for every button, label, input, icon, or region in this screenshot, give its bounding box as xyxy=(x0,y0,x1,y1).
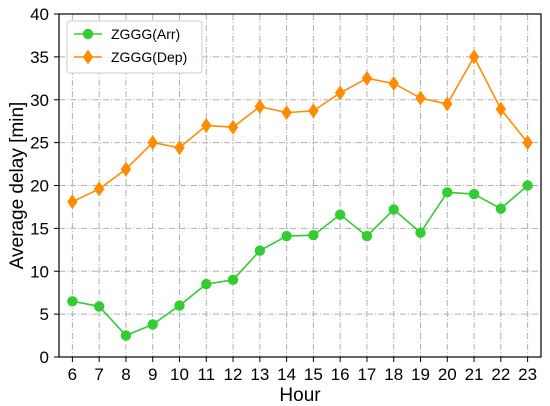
data-point xyxy=(93,301,105,312)
data-point xyxy=(67,296,78,307)
data-point xyxy=(361,230,373,242)
y-tick-label: 30 xyxy=(30,91,49,110)
x-tick-label: 11 xyxy=(197,365,215,384)
data-point xyxy=(120,161,132,177)
data-point xyxy=(415,227,426,238)
y-tick-label: 15 xyxy=(30,219,49,238)
y-tick-label: 10 xyxy=(30,262,49,281)
data-point xyxy=(308,230,319,241)
data-point xyxy=(174,300,185,311)
x-tick-label: 7 xyxy=(94,365,103,384)
x-tick-label: 21 xyxy=(465,365,484,384)
x-tick-label: 19 xyxy=(411,365,430,384)
legend-item: ZGGG(Arr) xyxy=(74,26,180,42)
data-point xyxy=(281,230,292,242)
x-tick-label: 12 xyxy=(224,365,243,384)
legend-label: ZGGG(Dep) xyxy=(111,49,187,65)
x-tick-label: 14 xyxy=(277,365,296,384)
data-point xyxy=(522,135,533,151)
data-point xyxy=(254,99,266,115)
x-tick-label: 9 xyxy=(148,365,157,384)
y-axis-label: Average delay [min] xyxy=(7,102,28,270)
data-point xyxy=(174,140,185,156)
x-tick-label: 8 xyxy=(121,365,130,384)
legend-item: ZGGG(Dep) xyxy=(74,49,187,65)
data-point xyxy=(281,105,292,121)
legend: ZGGG(Arr) ZGGG(Dep) xyxy=(66,20,203,74)
data-point xyxy=(442,187,453,198)
x-tick-label: 18 xyxy=(384,365,403,384)
data-point xyxy=(308,103,319,119)
data-point xyxy=(120,330,132,341)
x-tick-label: 16 xyxy=(331,365,350,384)
series-arr xyxy=(67,180,533,341)
data-point xyxy=(147,135,158,151)
ticks: 6 7 8 9 10 11 12 13 14 15 16 17 18 19 20 21 22 23 0 5 10 15 20… xyxy=(30,5,537,384)
data-point xyxy=(522,180,533,191)
data-point xyxy=(334,209,346,220)
data-point xyxy=(227,119,239,135)
x-axis-label: Hour xyxy=(279,385,321,406)
circle-marker-icon xyxy=(82,28,94,40)
data-point xyxy=(334,85,346,101)
data-point xyxy=(147,319,158,330)
data-point xyxy=(495,101,507,117)
x-tick-label: 15 xyxy=(304,365,323,384)
x-tick-label: 6 xyxy=(68,365,77,384)
data-point xyxy=(388,75,399,91)
data-point xyxy=(495,203,507,214)
series-line xyxy=(72,184,529,337)
data-point xyxy=(388,204,399,215)
data-point xyxy=(93,181,105,197)
data-point xyxy=(227,274,239,286)
x-tick-label: 10 xyxy=(170,365,189,384)
x-tick-label: 13 xyxy=(250,365,269,384)
legend-label: ZGGG(Arr) xyxy=(111,26,180,42)
x-tick-label: 20 xyxy=(438,365,457,384)
y-tick-label: 5 xyxy=(40,305,49,324)
y-tick-label: 0 xyxy=(40,348,49,367)
x-tick-label: 23 xyxy=(518,365,537,384)
data-point xyxy=(468,49,480,65)
x-tick-label: 22 xyxy=(491,365,510,384)
diamond-marker-icon xyxy=(82,49,94,65)
series-layer xyxy=(67,49,533,341)
data-point xyxy=(254,245,266,256)
y-tick-label: 40 xyxy=(30,5,49,24)
data-point xyxy=(442,96,453,112)
series-line xyxy=(72,55,529,203)
y-tick-label: 35 xyxy=(30,48,49,67)
data-point xyxy=(67,194,78,210)
data-point xyxy=(201,278,212,290)
series-dep xyxy=(67,49,533,210)
data-point xyxy=(201,117,212,133)
x-tick-label: 17 xyxy=(357,365,376,384)
data-point xyxy=(415,90,426,106)
y-tick-label: 20 xyxy=(30,177,49,196)
data-point xyxy=(361,70,373,86)
data-point xyxy=(468,188,480,200)
y-tick-label: 25 xyxy=(30,134,49,153)
